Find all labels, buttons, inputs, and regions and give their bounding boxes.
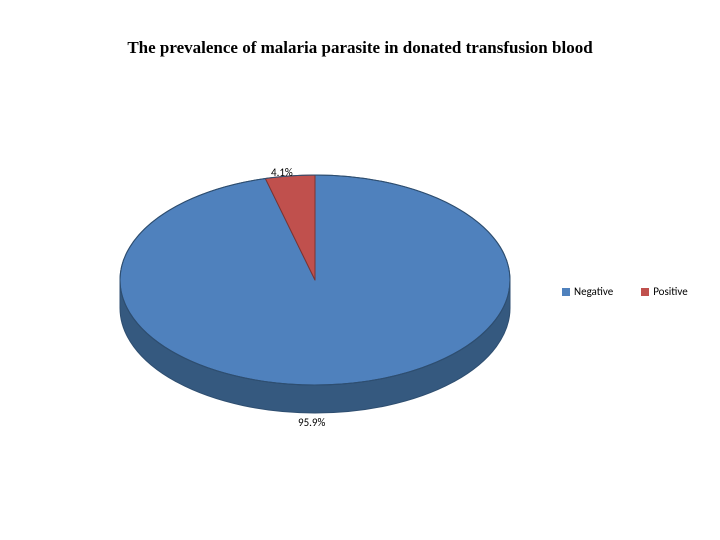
slice-label-positive: 4.1% [271,166,293,179]
legend-label-negative: Negative [574,285,613,298]
legend-item-negative: Negative [562,285,613,298]
legend: Negative Positive [562,285,688,298]
legend-swatch-positive [641,288,649,296]
pie-chart [0,0,720,540]
slice-label-negative: 95.9% [298,416,325,429]
legend-swatch-negative [562,288,570,296]
legend-label-positive: Positive [653,285,688,298]
legend-item-positive: Positive [641,285,688,298]
